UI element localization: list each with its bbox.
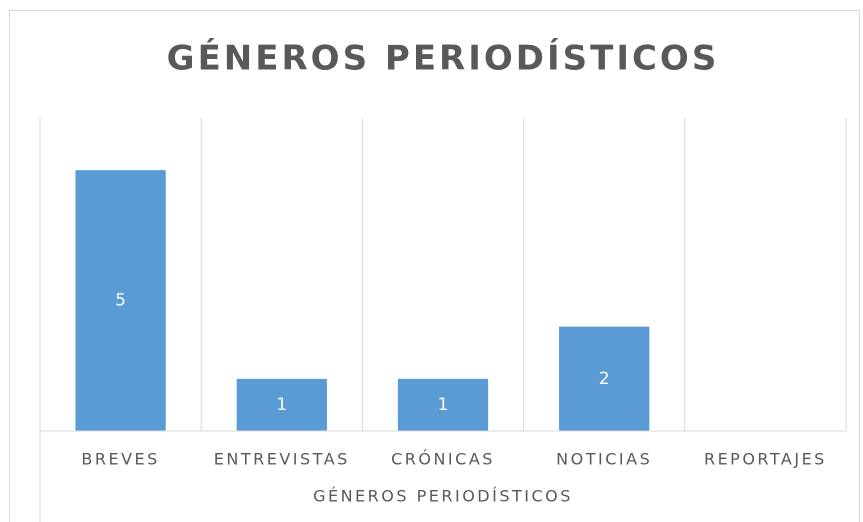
x-axis-label: GÉNEROS PERIODÍSTICOS: [313, 487, 573, 506]
bar: [75, 170, 166, 431]
x-tick-label: ENTREVISTAS: [214, 450, 350, 469]
x-tick-label: BREVES: [81, 450, 159, 469]
bar: [559, 326, 650, 431]
chart-title: GÉNEROS PERIODÍSTICOS: [167, 38, 720, 79]
value-label: 5: [115, 291, 126, 311]
x-tick-label: REPORTAJES: [704, 450, 827, 469]
x-tick-label: CRÓNICAS: [391, 450, 495, 469]
bar: [236, 378, 327, 431]
value-label: 1: [276, 395, 287, 415]
x-tick-label: NOTICIAS: [556, 450, 652, 469]
value-label: 2: [599, 369, 610, 389]
bar: [397, 378, 489, 431]
value-label: 1: [438, 395, 449, 415]
